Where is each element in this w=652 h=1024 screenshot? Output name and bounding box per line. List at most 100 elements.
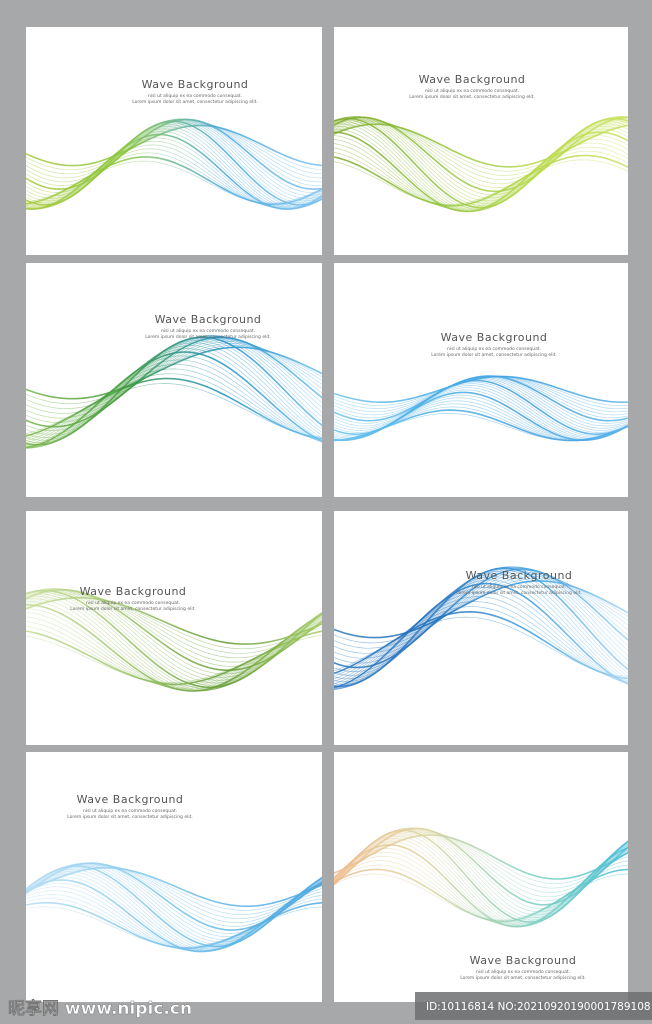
- panel-subtitle: Lorem ipsum dolor sit amet, consectetur …: [460, 975, 586, 981]
- wave-line: [334, 834, 628, 880]
- panel-title: Wave Background: [77, 793, 184, 806]
- panel-title: Wave Background: [155, 313, 262, 326]
- waves: [334, 116, 628, 213]
- wave-line: [26, 160, 322, 204]
- wave-line: [334, 616, 628, 677]
- wave-line: [26, 148, 322, 207]
- wave-line: [334, 125, 628, 212]
- wave-line: [26, 373, 322, 441]
- wave-line: [26, 591, 322, 663]
- wave-line: [26, 363, 322, 444]
- panel-subtitle: nisl ut aliquip ex ea commodo consequat.: [447, 346, 541, 352]
- wave-line: [334, 146, 628, 209]
- wave-line: [26, 355, 322, 447]
- wave-line: [26, 383, 322, 438]
- wave-line: [26, 343, 322, 409]
- wave-line: [334, 413, 628, 441]
- wave-line: [334, 606, 628, 681]
- panel-subtitle: Lorem ipsum dolor sit amet, consectetur …: [70, 606, 196, 612]
- wave-line: [26, 906, 322, 948]
- panel-title: Wave Background: [441, 331, 548, 344]
- wave-line: [334, 154, 628, 207]
- panel-subtitle: Lorem ipsum dolor sit amet, consectetur …: [456, 590, 582, 596]
- wave-line: [26, 120, 322, 183]
- wave-line: [334, 376, 628, 427]
- waves: [26, 335, 322, 449]
- wave-line: [334, 833, 628, 884]
- wave-line: [334, 142, 628, 210]
- wave-line: [26, 351, 322, 449]
- wave-line: [334, 591, 628, 685]
- panel-title: Wave Background: [419, 73, 526, 86]
- panel-background: [26, 511, 322, 745]
- wave-line: [334, 138, 628, 211]
- wave-line: [334, 582, 628, 689]
- wave-line: [334, 578, 628, 644]
- wave-line: [334, 579, 628, 690]
- wave-line: [334, 150, 628, 208]
- panel-subtitle: nisl ut aliquip ex ea commodo consequat.: [425, 88, 519, 94]
- wave-line: [334, 569, 628, 689]
- panel-subtitle: Lorem ipsum dolor sit amet, consectetur …: [431, 352, 557, 358]
- wave-line: [26, 341, 322, 414]
- wave-line: [334, 159, 628, 205]
- wave-line: [334, 831, 628, 889]
- wave-line: [26, 124, 322, 167]
- wave-line: [26, 338, 322, 423]
- wave-line: [334, 116, 628, 199]
- wave-line: [26, 589, 322, 689]
- panel: Wave Background nisl ut aliquip ex ea com…: [334, 511, 628, 745]
- waves: [334, 827, 628, 928]
- waves: [334, 375, 628, 442]
- wave-line: [26, 634, 322, 683]
- wave-line: [26, 123, 322, 171]
- panel: Wave Background nisl ut aliquip ex ea com…: [26, 752, 322, 1002]
- panel: Wave Background nisl ut aliquip ex ea com…: [334, 263, 628, 497]
- wave-line: [26, 119, 322, 186]
- panel-background: [334, 752, 628, 1002]
- panel: Wave Background nisl ut aliquip ex ea com…: [26, 27, 322, 255]
- wave-line: [334, 596, 628, 684]
- panel-subtitle: Lorem ipsum dolor sit amet, consectetur …: [145, 334, 271, 340]
- wave-line: [26, 865, 322, 915]
- panel: Wave Background nisl ut aliquip ex ea com…: [26, 511, 322, 745]
- waves: [26, 118, 322, 211]
- panel-subtitle: nisl ut aliquip ex ea commodo consequat.: [86, 600, 180, 606]
- wave-line: [334, 873, 628, 921]
- wave-line: [26, 597, 322, 645]
- wave-line: [26, 901, 322, 949]
- wave-line: [26, 344, 322, 405]
- panel-background: [26, 752, 322, 1002]
- waves: [334, 566, 628, 690]
- wave-line: [26, 588, 322, 684]
- wave-line: [26, 867, 322, 907]
- wave-line: [334, 135, 628, 212]
- wave-line: [26, 625, 322, 687]
- watermark-id: ID:10116814 NO:20210920190001789108: [426, 1001, 651, 1013]
- wave-line: [26, 340, 322, 448]
- panel-subtitle: Lorem ipsum dolor sit amet, consectetur …: [409, 94, 535, 100]
- wave-line: [26, 342, 322, 449]
- wave-line: [26, 598, 322, 692]
- wave-line: [26, 866, 322, 911]
- panel-title: Wave Background: [142, 78, 249, 91]
- wave-line: [26, 368, 322, 442]
- wave-line: [334, 855, 628, 926]
- wave-line: [26, 144, 322, 208]
- wave-line: [26, 348, 322, 449]
- waves: [26, 862, 322, 953]
- wave-line: [26, 122, 322, 175]
- wave-line: [334, 131, 628, 213]
- panel: Wave Background nisl ut aliquip ex ea com…: [334, 27, 628, 255]
- wave-line: [334, 587, 628, 687]
- panel-background: [26, 263, 322, 497]
- wave-line: [26, 338, 322, 447]
- panel: Wave Background nisl ut aliquip ex ea com…: [334, 752, 628, 1002]
- wave-line: [334, 610, 628, 680]
- panel-subtitle: nisl ut aliquip ex ea commodo consequat.: [161, 328, 255, 334]
- wave-line: [334, 122, 628, 172]
- panel-subtitle: nisl ut aliquip ex ea commodo consequat.: [476, 969, 570, 975]
- wave-line: [334, 573, 628, 690]
